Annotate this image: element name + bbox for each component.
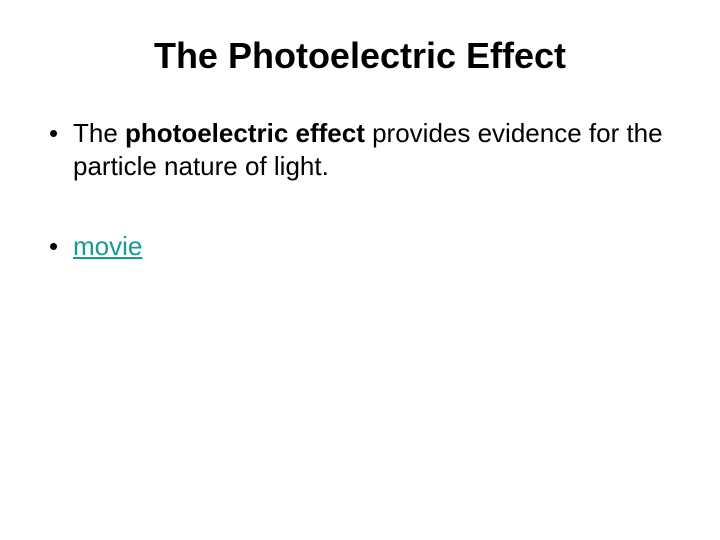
bullet-item: The photoelectric effect provides eviden… [45, 117, 690, 182]
slide-title: The Photoelectric Effect [30, 35, 690, 77]
bullet-list: The photoelectric effect provides eviden… [30, 117, 690, 263]
movie-link[interactable]: movie [73, 231, 142, 261]
bullet-text-prefix: The [73, 118, 125, 148]
bullet-item-link: movie [45, 230, 690, 263]
bullet-text-bold: photoelectric effect [125, 118, 365, 148]
